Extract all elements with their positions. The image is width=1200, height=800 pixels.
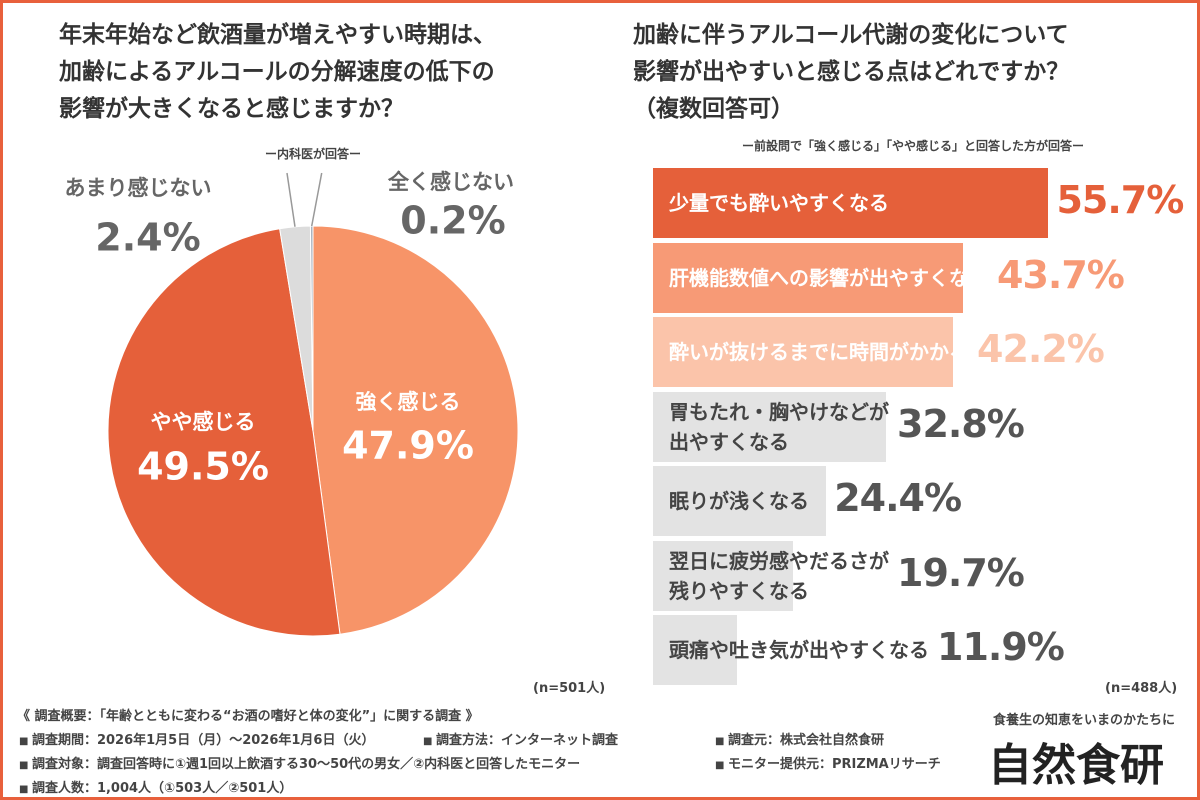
pie-subtitle: ー内科医が回答ー	[264, 147, 361, 161]
bar-subtitle: ー前設問で「強く感じる」「やや感じる」と回答した方が回答ー	[741, 139, 1084, 153]
bar	[653, 466, 827, 536]
bar-label: 少量でも酔いやすくなる	[669, 191, 889, 215]
bar-label: 酔いが抜けるまでに時間がかかる	[669, 340, 969, 364]
bar-chart: 少量でも酔いやすくなる 55.7% 肝機能数値への影響が出やすくなる 43.7% 酔いが…	[3, 3, 1197, 703]
bar-value: 32.8%	[897, 401, 1025, 446]
bar-value: 11.9%	[937, 625, 1065, 669]
bar-value: 19.7%	[897, 550, 1025, 595]
bar	[653, 168, 1049, 238]
bar	[653, 391, 886, 462]
leader-line	[310, 172, 323, 227]
bar-title: 加齢に伴うアルコール代謝の変化について 影響が出やすいと感じる点はどれですか？ …	[633, 22, 1070, 122]
footer-item: 調査期間：2026年1月5日（月）～2026年1月6日（火）	[19, 729, 375, 748]
pie-slice	[107, 228, 341, 637]
footer-item: 調査対象：調査回答時に①週1回以上飲酒する30〜50代の男女／②内科医と回答した…	[19, 753, 580, 772]
slice-label: 強く感じる	[356, 390, 461, 414]
bar-note: (n=488人)	[1105, 681, 1178, 696]
slice-value: 0.2%	[400, 199, 505, 243]
pie-chart: 強く感じる 47.9% やや感じる 49.5% あまり感じない 2.4% 全く感じない 0.2…	[65, 170, 519, 637]
footer-item: 調査人数：1,004人（①503人／②501人）	[19, 777, 292, 796]
slice-label: あまり感じない	[65, 176, 212, 200]
tagline: 食養生の知恵をいまのかたちに	[993, 713, 1176, 728]
bar-label: 肝機能数値への影響が出やすくなる	[669, 265, 989, 290]
pie-title: 年末年始など飲酒量が増えやすい時期は、 加齢によるアルコールの分解速度の低下の …	[59, 22, 496, 122]
footer-item: 調査方法：インターネット調査	[423, 729, 618, 748]
bar	[653, 615, 738, 685]
leader-line	[286, 172, 296, 227]
bar-label: 胃もたれ・胸やけなどが 出やすくなる	[669, 399, 889, 454]
footer-item: モニター提供元：PRIZMAリサーチ	[715, 753, 941, 772]
bar	[653, 540, 793, 611]
bar	[653, 317, 953, 387]
pie-note: (n=501人)	[533, 681, 606, 696]
footer-item: 調査元：株式会社自然食研	[715, 729, 884, 748]
footer-heading: 《 調査概要：「年齢とともに変わる“お酒の嗜好と体の変化”」に関する調査 》	[17, 709, 479, 724]
pie-slice	[312, 225, 519, 635]
slice-value: 49.5%	[137, 445, 269, 489]
slice-label: やや感じる	[151, 410, 256, 434]
bar-value: 55.7%	[1056, 178, 1184, 222]
bar-value: 42.2%	[977, 327, 1105, 371]
bar-label: 頭痛や吐き気が出やすくなる	[669, 638, 929, 662]
slice-value: 47.9%	[342, 424, 474, 468]
bar	[653, 242, 964, 313]
logo: 自然食研	[988, 740, 1164, 791]
slice-label: 全く感じない	[387, 170, 514, 194]
bar-label: 眠りが浅くなる	[669, 489, 809, 513]
bar-value: 24.4%	[834, 476, 962, 520]
bar-label: 翌日に疲労感やだるさが 残りやすくなる	[669, 548, 889, 603]
slice-value: 2.4%	[95, 216, 200, 260]
bar-value: 43.7%	[997, 252, 1125, 297]
